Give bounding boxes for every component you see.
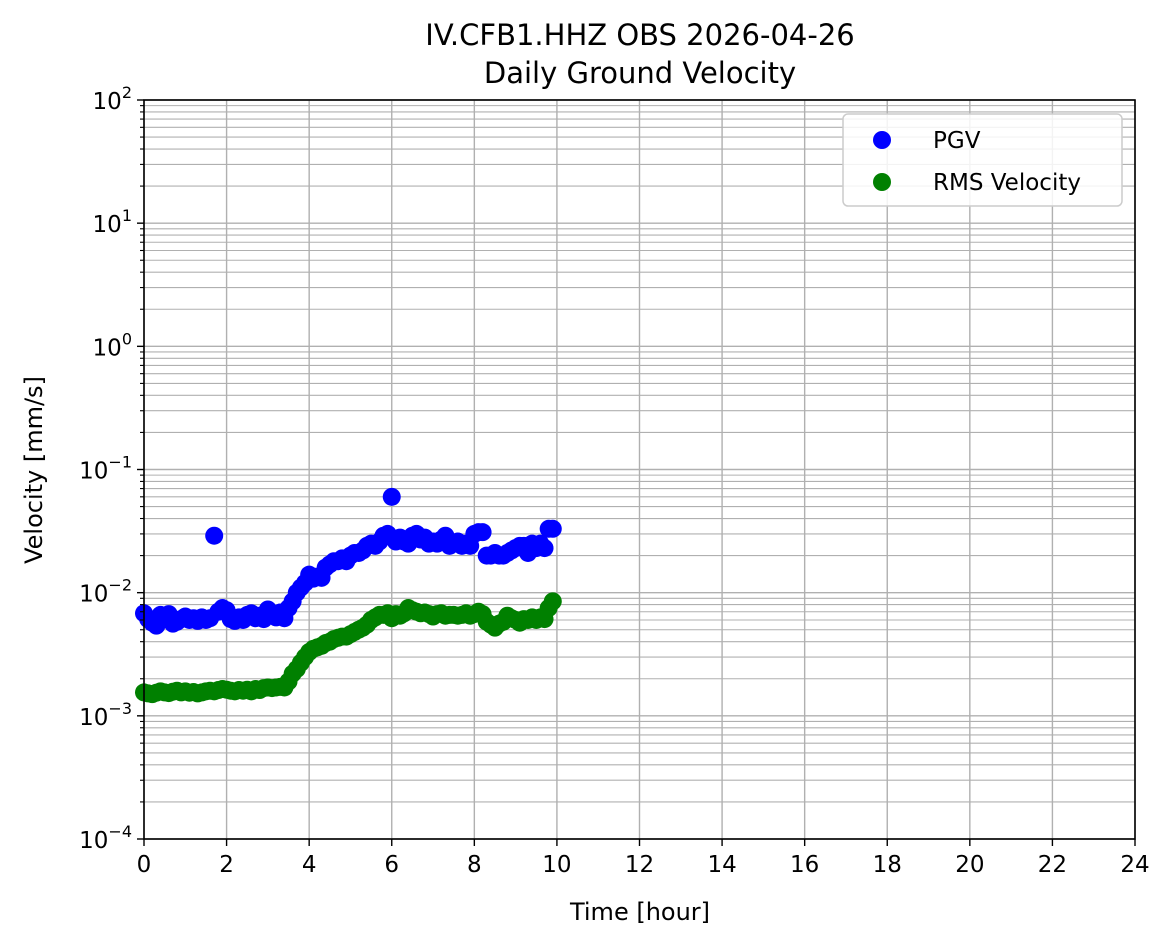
y-tick-base: 10 (79, 459, 108, 485)
data-point (535, 539, 554, 558)
data-point (473, 523, 492, 542)
data-point (543, 519, 562, 538)
x-tick-label: 0 (137, 852, 152, 878)
x-tick-label: 22 (1038, 852, 1067, 878)
x-tick-label: 18 (873, 852, 902, 878)
y-axis-label: Velocity [mm/s] (20, 376, 48, 564)
y-tick-label: 102 (93, 83, 132, 115)
y-tick-exponent: 2 (122, 83, 132, 102)
data-point (205, 526, 224, 545)
x-tick-label: 14 (707, 852, 736, 878)
y-tick-label: 100 (93, 329, 132, 361)
legend-label-pgv: PGV (933, 128, 981, 154)
y-tick-label: 10−4 (79, 822, 132, 854)
data-point (543, 592, 562, 611)
y-tick-base: 10 (93, 212, 122, 238)
legend-marker-pgv (873, 131, 891, 149)
y-tick-exponent: −2 (108, 576, 132, 595)
x-tick-label: 20 (955, 852, 984, 878)
y-tick-base: 10 (93, 335, 122, 361)
x-tick-label: 10 (542, 852, 571, 878)
chart-title: IV.CFB1.HHZ OBS 2026-04-26 (425, 18, 854, 52)
data-points (135, 487, 562, 704)
y-tick-exponent: 0 (122, 329, 132, 348)
y-tick-label: 10−2 (79, 576, 132, 608)
x-tick-label: 24 (1120, 852, 1149, 878)
legend-box (842, 113, 1123, 207)
y-tick-label: 10−1 (79, 453, 132, 485)
x-tick-label: 12 (625, 852, 654, 878)
y-tick-base: 10 (79, 582, 108, 608)
axis-ticks: 0 2 4 6 8 10 12 14 16 18 20 22 2410210110010−110−210… (79, 83, 1150, 878)
y-tick-label: 101 (93, 206, 132, 238)
x-tick-label: 2 (219, 852, 234, 878)
y-tick-base: 10 (93, 89, 122, 115)
x-tick-label: 4 (302, 852, 317, 878)
y-tick-base: 10 (79, 828, 108, 854)
legend-label-rms: RMS Velocity (933, 170, 1081, 196)
x-tick-label: 6 (384, 852, 399, 878)
y-tick-base: 10 (79, 705, 108, 731)
series-0 (135, 487, 562, 635)
x-tick-label: 16 (790, 852, 819, 878)
grid-lines (143, 99, 1136, 840)
chart-legend: PGV RMS Velocity (842, 113, 1123, 207)
y-tick-exponent: −1 (108, 453, 132, 472)
y-tick-label: 10−3 (79, 699, 132, 731)
x-axis-label: Time [hour] (569, 898, 710, 926)
data-point (382, 487, 401, 506)
x-tick-label: 8 (467, 852, 482, 878)
chart-subtitle: Daily Ground Velocity (484, 56, 796, 90)
y-tick-exponent: 1 (122, 206, 132, 225)
y-tick-exponent: −3 (108, 699, 132, 718)
series-1 (135, 592, 562, 704)
legend-marker-rms (873, 173, 891, 191)
y-tick-exponent: −4 (108, 822, 132, 841)
